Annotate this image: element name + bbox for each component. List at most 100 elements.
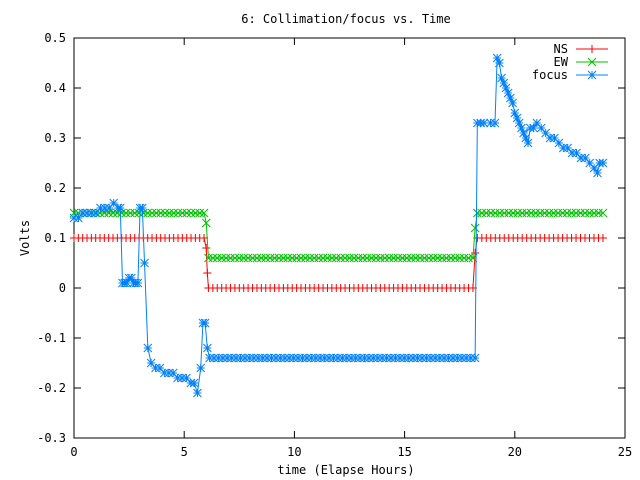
data-point	[287, 253, 297, 263]
data-point	[292, 253, 301, 263]
data-point	[331, 253, 341, 263]
data-point	[464, 253, 473, 263]
data-point	[318, 253, 328, 263]
data-point	[444, 353, 453, 363]
data-point	[461, 353, 471, 363]
data-point	[382, 353, 391, 363]
data-point	[78, 208, 88, 218]
data-point	[367, 253, 376, 263]
data-point	[178, 208, 187, 218]
data-point	[270, 253, 279, 263]
data-point	[563, 143, 573, 153]
data-point	[553, 208, 563, 218]
data-point	[541, 128, 551, 138]
data-point	[477, 208, 487, 218]
data-point	[499, 78, 509, 88]
data-point	[104, 203, 114, 213]
data-point	[567, 148, 577, 158]
data-point	[535, 208, 545, 218]
data-point	[512, 113, 522, 123]
data-point	[472, 208, 482, 218]
data-point	[435, 353, 445, 363]
data-point	[314, 253, 323, 263]
data-point	[276, 353, 285, 363]
data-point	[274, 253, 284, 263]
data-point	[289, 353, 299, 363]
data-point	[545, 133, 555, 143]
data-point	[508, 98, 517, 108]
data-point	[195, 208, 205, 218]
data-point	[214, 353, 223, 363]
data-point	[529, 123, 538, 133]
data-point	[240, 353, 250, 363]
data-point	[580, 208, 590, 218]
data-point	[513, 208, 523, 218]
data-point	[239, 253, 249, 263]
x-tick-label: 15	[397, 445, 411, 459]
data-point	[342, 353, 352, 363]
data-point	[521, 133, 531, 143]
data-point	[587, 70, 597, 80]
data-point	[202, 244, 211, 252]
data-point	[301, 253, 310, 263]
data-point	[398, 253, 407, 263]
data-point	[576, 153, 586, 163]
legend-item-focus: focus	[532, 68, 608, 82]
data-point	[585, 208, 594, 218]
data-point	[495, 208, 505, 218]
data-point	[205, 353, 214, 363]
data-point	[428, 253, 438, 263]
legend-item-ew: EW	[554, 55, 608, 69]
data-point	[497, 73, 506, 83]
y-tick-label: 0.3	[44, 131, 66, 145]
data-point	[481, 208, 491, 218]
data-point	[91, 208, 101, 218]
data-point	[231, 353, 241, 363]
data-point	[293, 353, 303, 363]
data-point	[262, 353, 272, 363]
data-point	[309, 253, 319, 263]
data-point	[168, 368, 178, 378]
data-point	[311, 353, 321, 363]
series-line-ew	[74, 212, 603, 259]
data-point	[87, 208, 96, 218]
data-point	[121, 208, 131, 218]
data-point	[422, 353, 431, 363]
data-point	[587, 57, 597, 67]
data-point	[446, 253, 456, 263]
data-point	[253, 353, 263, 363]
data-point	[368, 353, 378, 363]
data-point	[200, 318, 210, 328]
legend-label: focus	[532, 68, 568, 82]
data-point	[252, 253, 262, 263]
y-tick-label: -0.2	[37, 381, 66, 395]
data-point	[186, 208, 196, 218]
data-point	[598, 158, 608, 168]
data-point	[115, 203, 125, 213]
data-point	[486, 208, 496, 218]
data-point	[134, 208, 144, 218]
data-point	[522, 208, 532, 218]
data-point	[424, 253, 434, 263]
data-point	[256, 253, 266, 263]
data-point	[503, 88, 513, 98]
data-point	[486, 118, 495, 128]
data-point	[408, 353, 418, 363]
data-point	[514, 118, 524, 128]
data-point	[386, 353, 396, 363]
data-point	[558, 143, 568, 153]
data-point	[544, 208, 554, 218]
plot-area: 0 5 10 15 20 25 -0.3 -0.2 -0.1 0 0.1 0.2 0.3 0.4 0.5	[37, 31, 632, 459]
data-point	[437, 253, 447, 263]
data-point	[284, 353, 294, 363]
data-point	[371, 253, 381, 263]
data-point	[196, 363, 206, 373]
data-point	[74, 213, 83, 223]
data-point	[580, 153, 590, 163]
data-point	[226, 253, 235, 263]
data-point	[258, 353, 268, 363]
data-point	[384, 253, 394, 263]
data-point	[457, 353, 467, 363]
